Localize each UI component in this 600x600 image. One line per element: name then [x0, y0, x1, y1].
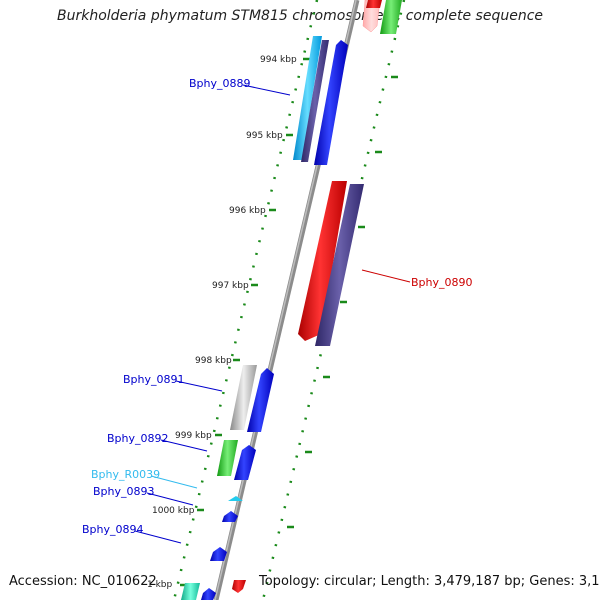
- kbp-label-1: 1 kbp: [147, 580, 173, 590]
- gene-top-green[interactable]: [380, 0, 402, 34]
- gene-bphy-0891-grey[interactable]: [230, 365, 257, 430]
- topology-text: Topology: circular; Length: 3,479,187 bp…: [259, 574, 600, 589]
- leader-bphy-0890: [361, 269, 411, 283]
- gene-bphy-r0039[interactable]: [228, 496, 243, 501]
- leader-bphy-0891: [175, 380, 223, 392]
- gene-bphy-0891-blue[interactable]: [247, 368, 274, 432]
- gene-bphy-0890-purple[interactable]: [315, 184, 364, 346]
- gene-bphy-0894[interactable]: [210, 547, 227, 561]
- kbp-ticks: [180, 57, 398, 587]
- inner-track-line: [172, 0, 319, 600]
- gene-label-bphy-0893[interactable]: Bphy_0893: [93, 485, 155, 498]
- gene-bphy-0889-blue[interactable]: [314, 40, 348, 165]
- gene-top-red[interactable]: [366, 0, 382, 8]
- map-title: Burkholderia phymatum STM815 chromosome …: [56, 8, 543, 24]
- kbp-label-999: 999 kbp: [175, 431, 212, 441]
- kbp-label-1000: 1000 kbp: [152, 506, 195, 516]
- gene-label-bphy-0892[interactable]: Bphy_0892: [107, 432, 169, 445]
- kbp-label-995: 995 kbp: [246, 131, 283, 141]
- gene-label-bphy-r0039[interactable]: Bphy_R0039: [91, 468, 160, 481]
- gene-label-bphy-0894[interactable]: Bphy_0894: [82, 523, 144, 536]
- leader-bphy-0894: [134, 530, 182, 544]
- kbp-label-994: 994 kbp: [260, 55, 297, 65]
- leader-bphy-0892: [160, 439, 208, 452]
- gene-bottom-teal[interactable]: [181, 583, 200, 600]
- kbp-label-997: 997 kbp: [212, 281, 249, 291]
- leader-bphy-r0039: [150, 475, 198, 489]
- gene-bphy-0889-purple[interactable]: [301, 40, 329, 162]
- gene-label-bphy-0890[interactable]: Bphy_0890: [411, 276, 473, 289]
- accession-text: Accession: NC_010622: [9, 574, 157, 589]
- gene-bphy-0893[interactable]: [222, 511, 238, 522]
- kbp-label-998: 998 kbp: [195, 356, 232, 366]
- kbp-label-996: 996 kbp: [229, 206, 266, 216]
- gene-bphy-0892-blue[interactable]: [234, 445, 256, 480]
- leader-bphy-0889: [242, 84, 291, 96]
- gene-bottom-red[interactable]: [232, 580, 246, 593]
- gene-bphy-0890-red[interactable]: [298, 181, 347, 341]
- gene-label-bphy-0891[interactable]: Bphy_0891: [123, 373, 185, 386]
- gene-bottom-blue[interactable]: [201, 588, 216, 600]
- gene-bphy-0892-green[interactable]: [217, 440, 238, 476]
- gene-bphy-0889-cyan[interactable]: [293, 36, 322, 160]
- gene-label-bphy-0889[interactable]: Bphy_0889: [189, 77, 251, 90]
- leader-bphy-0893: [146, 492, 194, 506]
